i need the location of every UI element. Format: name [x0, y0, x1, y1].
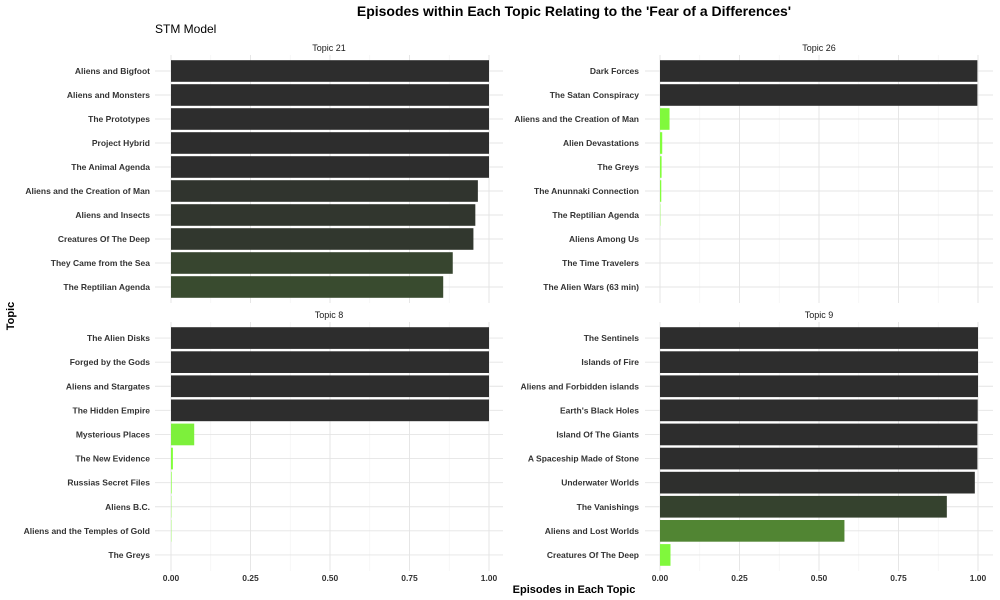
- category-label: The Hidden Empire: [73, 405, 151, 415]
- category-label: The Sentinels: [584, 333, 640, 343]
- category-label: The New Evidence: [75, 454, 150, 464]
- bar: [171, 84, 489, 106]
- category-label: The Time Travelers: [562, 258, 639, 268]
- bar: [171, 132, 489, 154]
- category-label: The Vanishings: [577, 502, 640, 512]
- category-label: Earth's Black Holes: [560, 405, 639, 415]
- category-label: The Greys: [597, 162, 639, 172]
- bar: [171, 351, 489, 373]
- bar: [660, 375, 978, 398]
- bar: [171, 252, 453, 274]
- bar: [660, 495, 947, 518]
- x-axis-title: Episodes in Each Topic: [513, 584, 636, 596]
- bar: [171, 180, 478, 202]
- bar: [660, 471, 975, 494]
- bar: [660, 423, 978, 446]
- x-tick-label: 1.00: [970, 573, 987, 583]
- category-label: They Came from the Sea: [51, 258, 150, 268]
- category-label: Project Hybrid: [92, 138, 150, 148]
- chart-subtitle: STM Model: [155, 22, 216, 36]
- bar: [171, 375, 489, 398]
- bar: [660, 327, 978, 349]
- chart-title: Episodes within Each Topic Relating to t…: [357, 3, 791, 19]
- panel-strip-label: Topic 9: [805, 310, 834, 320]
- category-label: The Satan Conspiracy: [550, 90, 640, 100]
- category-label: Mysterious Places: [76, 429, 150, 439]
- category-label: The Reptilian Agenda: [63, 282, 150, 292]
- bar: [171, 204, 476, 226]
- bar: [171, 156, 489, 178]
- category-label: The Reptilian Agenda: [552, 210, 639, 220]
- x-tick-label: 0.00: [163, 573, 180, 583]
- category-label: Creatures Of The Deep: [547, 550, 639, 560]
- panel-topic-9: Topic 9 The Sentinels Islands of Fire Alien…: [520, 310, 993, 583]
- category-label: Aliens and Lost Worlds: [545, 526, 640, 536]
- category-label: The Anunnaki Connection: [534, 186, 639, 196]
- bar: [660, 132, 663, 154]
- bar: [660, 544, 671, 566]
- category-label: The Alien Wars (63 min): [543, 282, 639, 292]
- bar: [171, 399, 489, 422]
- category-label: The Alien Disks: [87, 333, 150, 343]
- bar: [171, 108, 489, 130]
- panel-strip-label: Topic 26: [802, 43, 836, 53]
- x-tick-label: 0.75: [401, 573, 418, 583]
- bar: [660, 156, 662, 178]
- category-label: Aliens and the Creation of Man: [25, 186, 150, 196]
- category-label: The Greys: [108, 550, 150, 560]
- category-label: Creatures Of The Deep: [58, 234, 150, 244]
- panel-topic-21: Topic 21 Aliens and Bigfoot Aliens and Mon…: [25, 43, 503, 303]
- panel-strip-label: Topic 8: [315, 310, 344, 320]
- category-label: Aliens B.C.: [105, 502, 150, 512]
- bar: [660, 180, 662, 202]
- bar: [171, 276, 444, 298]
- panel-topic-26: Topic 26 Dark Forces The Satan Conspiracy A…: [514, 43, 993, 303]
- category-label: Aliens and the Creation of Man: [514, 114, 639, 124]
- bar: [660, 108, 670, 130]
- category-label: Russias Secret Files: [67, 478, 150, 488]
- x-tick-label: 0.75: [890, 573, 907, 583]
- category-label: Islands of Fire: [581, 357, 639, 367]
- bar: [171, 471, 172, 494]
- x-tick-label: 1.00: [481, 573, 498, 583]
- category-label: The Prototypes: [88, 114, 150, 124]
- category-label: A Spaceship Made of Stone: [528, 454, 639, 464]
- bar: [171, 423, 195, 446]
- x-tick-label: 0.25: [731, 573, 748, 583]
- x-tick-label: 0.00: [652, 573, 669, 583]
- category-label: Island Of The Giants: [556, 429, 639, 439]
- bar: [660, 84, 978, 106]
- bar: [660, 351, 978, 373]
- x-tick-label: 0.25: [242, 573, 259, 583]
- bar: [171, 228, 474, 250]
- category-label: Aliens Among Us: [569, 234, 639, 244]
- category-label: Aliens and Forbidden islands: [520, 381, 639, 391]
- category-label: Aliens and Monsters: [67, 90, 150, 100]
- bar: [171, 327, 489, 349]
- bar: [660, 60, 978, 82]
- bar: [660, 520, 845, 542]
- panel-strip-label: Topic 21: [312, 43, 346, 53]
- category-label: Forged by the Gods: [70, 357, 151, 367]
- bar: [171, 60, 489, 82]
- bar: [660, 447, 978, 470]
- category-label: Aliens and Stargates: [66, 381, 150, 391]
- category-label: Aliens and Bigfoot: [75, 66, 150, 76]
- x-tick-label: 0.50: [322, 573, 339, 583]
- category-label: Aliens and Insects: [75, 210, 150, 220]
- panel-topic-8: Topic 8 The Alien Disks Forged by the Gods…: [24, 310, 503, 583]
- category-label: Dark Forces: [590, 66, 639, 76]
- y-axis-title: Topic: [5, 302, 17, 331]
- category-label: Alien Devastations: [563, 138, 639, 148]
- bar: [171, 447, 173, 470]
- bar: [660, 399, 978, 422]
- x-tick-label: 0.50: [811, 573, 828, 583]
- category-label: Underwater Worlds: [561, 478, 639, 488]
- category-label: The Animal Agenda: [71, 162, 150, 172]
- chart-panels: Topic 21 Aliens and Bigfoot Aliens and Mon…: [24, 43, 993, 583]
- category-label: Aliens and the Temples of Gold: [24, 526, 150, 536]
